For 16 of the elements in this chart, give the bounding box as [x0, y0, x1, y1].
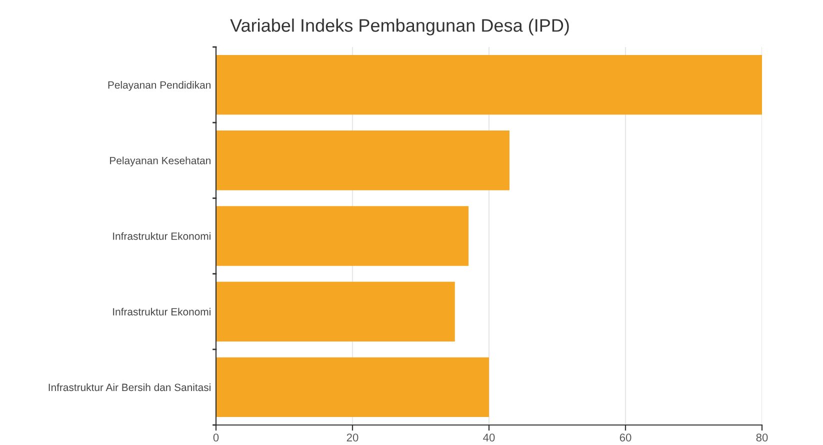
bar — [216, 357, 489, 418]
x-tick-label: 40 — [483, 434, 495, 442]
bar — [216, 282, 455, 342]
chart-title: Variabel Indeks Pembangunan Desa (IPD) — [230, 18, 569, 36]
x-tick-label: 80 — [756, 434, 768, 442]
bar — [216, 130, 510, 190]
x-tick-label: 0 — [213, 434, 219, 442]
y-tick-label: Pelayanan Kesehatan — [110, 156, 210, 166]
x-tick-label: 60 — [620, 434, 632, 442]
bar — [216, 54, 762, 115]
x-tick-label: 20 — [346, 434, 358, 442]
bar — [216, 206, 469, 266]
y-tick-label: Infrastruktur Ekonomi — [113, 232, 210, 240]
y-tick-label: Infrastruktur Air Bersih dan Sanitasi — [48, 383, 210, 392]
y-tick-label: Pelayanan Pendidikan — [108, 81, 210, 91]
y-tick-label: Infrastruktur Ekonomi — [113, 308, 210, 316]
